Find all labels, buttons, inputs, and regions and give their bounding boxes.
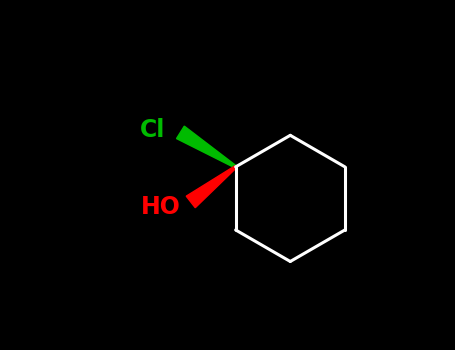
Polygon shape xyxy=(186,166,237,208)
Polygon shape xyxy=(177,126,236,168)
Text: HO: HO xyxy=(141,195,181,219)
Text: Cl: Cl xyxy=(140,118,165,142)
